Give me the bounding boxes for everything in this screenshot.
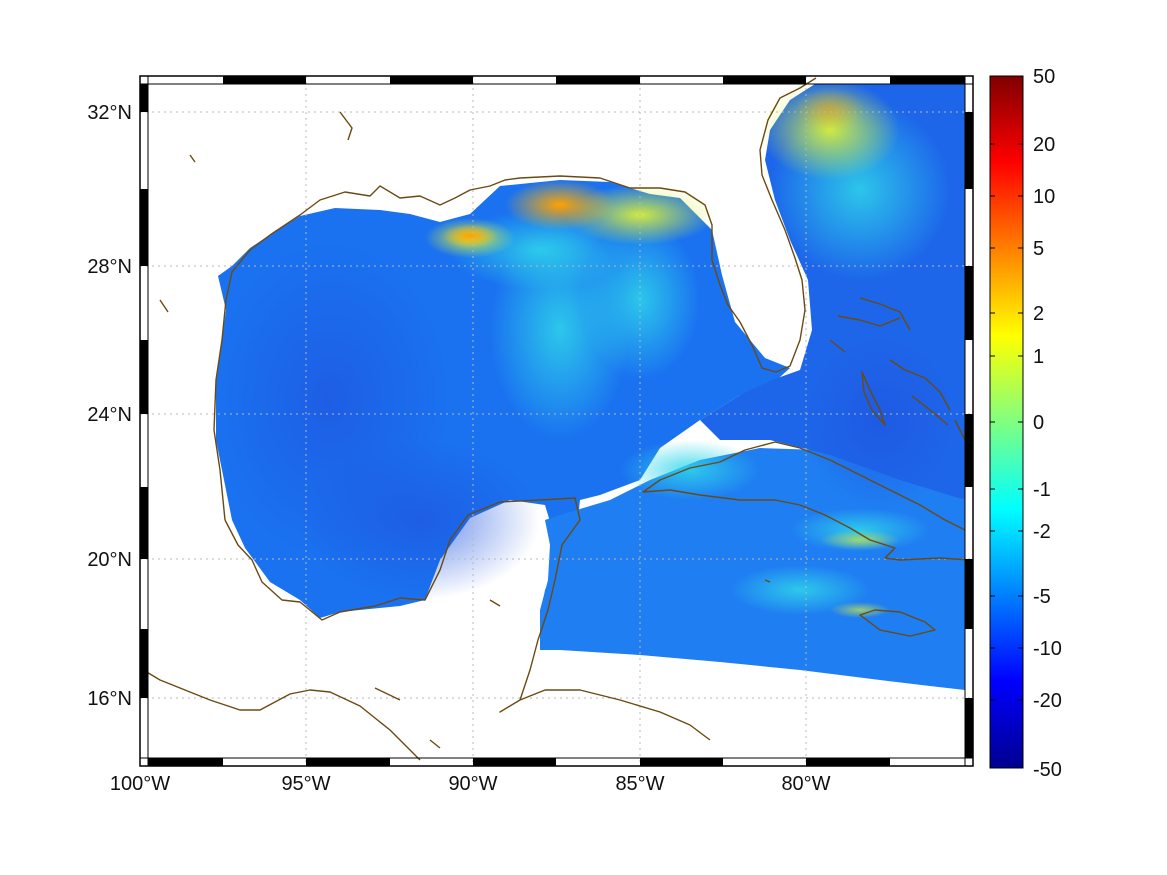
lat-label-20n: 20°N [87,549,132,571]
coastlines [139,77,973,761]
map-frame [139,75,974,767]
colorbar-label: 20 [1033,134,1055,156]
lon-label-100w: 100°W [110,773,170,795]
deep-blob [300,440,540,600]
lat-label-24n: 24°N [87,404,132,426]
lat-labels: 32°N 28°N 24°N 20°N 16°N [87,102,132,710]
colorbar-label: 50 [1033,66,1055,88]
mexico-coastline [224,497,711,741]
colorbar-label: -2 [1033,521,1051,543]
lon-labels: 100°W 95°W 90°W 85°W 80°W [110,773,831,795]
colorbar-ramp [989,75,1024,769]
colorbar-label: -20 [1033,690,1062,712]
lon-label-80w: 80°W [781,773,830,795]
us-gulf-coastline [213,77,817,521]
yellow-blob [820,530,900,550]
colorbar: 50 20 10 5 2 1 0 -1 -2 -5 -10 -20 -50 [989,66,1062,781]
lat-label-28n: 28°N [87,256,132,278]
lon-label-85w: 85°W [615,773,664,795]
colorbar-ticks [990,143,1023,701]
bahamas-andros [861,371,886,426]
graticule [140,76,973,766]
colorbar-label: -10 [1033,638,1062,660]
jamaica-coastline [859,609,936,637]
colorbar-label: -50 [1033,759,1062,781]
orange-blob [795,88,865,132]
colorbar-label: 5 [1033,238,1044,260]
lon-label-95w: 95°W [281,773,330,795]
colorbar-label: 10 [1033,186,1055,208]
cuba-coastline [642,441,971,561]
bahamas-islands [829,297,951,426]
lat-label-32n: 32°N [87,102,132,124]
cyan-blob [730,565,870,615]
data-field [210,80,965,690]
colorbar-label: -1 [1033,479,1051,501]
islands [159,111,771,749]
orange-blob [442,224,498,248]
yellow-blob [830,602,890,618]
lon-label-90w: 90°W [448,773,497,795]
colorbar-label: 1 [1033,346,1044,368]
lat-label-16n: 16°N [87,688,132,710]
central-america-pacific-coast [139,667,421,761]
cyan-blob [620,440,760,500]
colorbar-label: -5 [1033,586,1051,608]
orange-blob [505,180,615,230]
colorbar-label: 0 [1033,412,1044,434]
colorbar-label: 2 [1033,303,1044,325]
